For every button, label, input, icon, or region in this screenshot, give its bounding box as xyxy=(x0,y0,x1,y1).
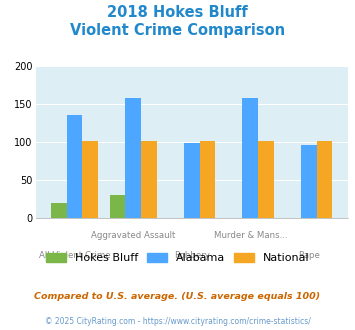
Text: 2018 Hokes Bluff: 2018 Hokes Bluff xyxy=(107,5,248,20)
Text: Rape: Rape xyxy=(298,251,320,260)
Bar xyxy=(67,115,82,218)
Legend: Hokes Bluff, Alabama, National: Hokes Bluff, Alabama, National xyxy=(42,249,313,267)
Bar xyxy=(200,141,215,218)
Text: Murder & Mans...: Murder & Mans... xyxy=(213,231,287,240)
Bar xyxy=(258,141,274,218)
Bar xyxy=(125,98,141,218)
Text: All Violent Crime: All Violent Crime xyxy=(39,251,110,260)
Bar xyxy=(242,98,258,218)
Bar xyxy=(141,141,157,218)
Bar xyxy=(301,145,317,218)
Bar xyxy=(317,141,332,218)
Bar xyxy=(51,203,67,218)
Text: Violent Crime Comparison: Violent Crime Comparison xyxy=(70,23,285,38)
Bar xyxy=(184,144,200,218)
Bar xyxy=(82,141,98,218)
Text: Aggravated Assault: Aggravated Assault xyxy=(91,231,175,240)
Text: Robbery: Robbery xyxy=(174,251,210,260)
Text: © 2025 CityRating.com - https://www.cityrating.com/crime-statistics/: © 2025 CityRating.com - https://www.city… xyxy=(45,317,310,326)
Bar xyxy=(110,195,125,218)
Text: Compared to U.S. average. (U.S. average equals 100): Compared to U.S. average. (U.S. average … xyxy=(34,292,321,301)
